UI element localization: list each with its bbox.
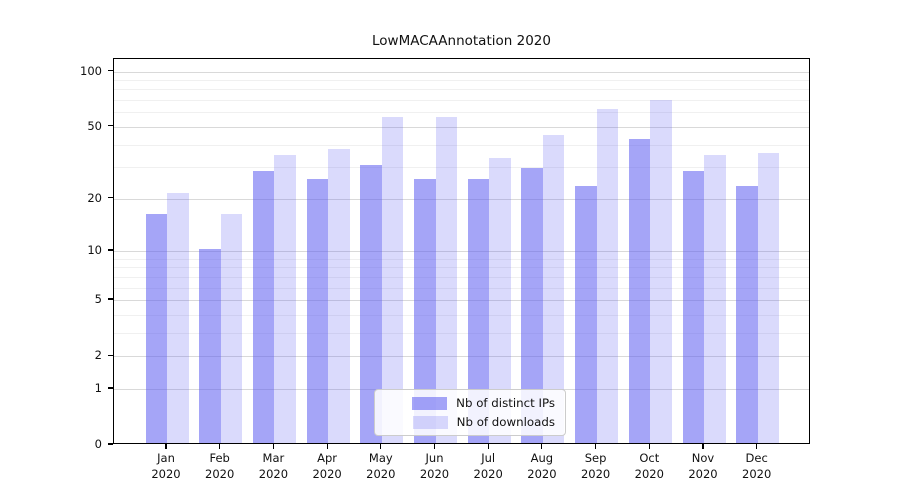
grid-line-minor [114,167,809,169]
grid-line-minor [114,80,809,82]
bar-distinct-ips [360,165,382,443]
bar-downloads [381,117,404,443]
x-tick-label: Aug 2020 [527,451,557,481]
x-tick [756,444,758,449]
legend-item-downloads: Nb of downloads [384,415,555,429]
x-tick [541,444,543,449]
legend-item-distinct-ips: Nb of distinct IPs [384,396,555,410]
y-tick [108,69,113,72]
x-tick [380,444,382,449]
bar-downloads [757,153,780,443]
bar-distinct-ips [199,249,221,443]
bar-downloads [704,155,726,443]
y-tick-label: 2 [94,348,102,363]
grid-line-minor [114,276,809,278]
x-tick-label: Apr 2020 [312,451,342,481]
legend: Nb of distinct IPs Nb of downloads [374,389,566,436]
legend-swatch-distinct-ips [412,396,448,410]
grid-line-minor [114,287,809,289]
x-tick-label: Sep 2020 [580,451,611,481]
legend-label-downloads: Nb of downloads [456,415,555,429]
x-tick [433,444,436,449]
bar-downloads [542,135,565,443]
x-tick-label: Oct 2020 [634,451,664,481]
x-tick [165,444,167,449]
grid-line-major [114,71,809,73]
bar-downloads [435,117,457,443]
x-tick [219,444,221,449]
x-tick-label: Mar 2020 [258,451,289,481]
x-tick [595,444,597,449]
y-tick [108,197,113,199]
legend-swatch-downloads [412,415,448,429]
grid-line-minor [114,332,809,334]
grid-line-major [114,250,809,252]
bar-distinct-ips [306,179,329,443]
y-tick [108,387,113,389]
y-tick-label: 20 [87,190,102,205]
legend-label-distinct-ips: Nb of distinct IPs [456,396,555,410]
x-tick-label: Nov 2020 [688,451,718,481]
grid-line-minor [114,267,809,269]
grid-line-minor [114,112,809,114]
bar-downloads [489,157,511,443]
bar-distinct-ips [467,179,490,443]
y-tick [108,298,113,300]
grid-line-major [114,300,809,302]
grid-line-major [114,356,809,358]
x-tick-label: Jan 2020 [151,451,181,481]
bar-distinct-ips [145,213,167,443]
bar-distinct-ips [575,185,597,443]
y-tick-label: 100 [80,63,102,78]
bar-distinct-ips [736,185,758,443]
bar-distinct-ips [682,170,704,443]
x-tick-label: Feb 2020 [205,451,235,481]
y-tick [108,249,113,251]
grid-line-minor [114,144,809,146]
bar-downloads [328,148,350,443]
bar-downloads [596,109,619,443]
x-tick [702,444,704,449]
grid-line-minor [114,89,809,91]
y-tick-label: 1 [94,380,102,395]
bar-downloads [650,100,672,443]
x-tick [487,444,489,449]
bar-distinct-ips [521,167,543,443]
chart-title: LowMACAAnnotation 2020 [372,33,551,49]
y-tick [108,354,113,356]
bar-downloads [167,192,189,443]
x-tick-label: May 2020 [366,451,396,481]
bar-downloads [274,155,296,443]
y-tick-label: 50 [87,118,102,133]
bar-distinct-ips [628,138,651,443]
y-tick [108,125,113,127]
grid-line-major [114,198,809,200]
bar-distinct-ips [414,179,436,443]
bar-downloads [220,213,243,443]
x-tick [326,444,328,449]
grid-line-minor [114,314,809,316]
y-tick-label: 0 [94,437,102,451]
x-tick-label: Dec 2020 [742,451,772,481]
x-tick-label: Jun 2020 [419,451,450,481]
x-tick-label: Jul 2020 [473,451,503,481]
y-tick [108,443,113,445]
grid-line-major [114,126,809,128]
x-tick [648,444,650,449]
grid-line-minor [114,258,809,260]
x-tick [272,444,274,449]
bar-distinct-ips [252,170,275,443]
y-tick-label: 10 [87,242,102,257]
grid-line-minor [114,100,809,102]
plot-area [113,58,810,444]
y-tick-label: 5 [94,292,102,307]
